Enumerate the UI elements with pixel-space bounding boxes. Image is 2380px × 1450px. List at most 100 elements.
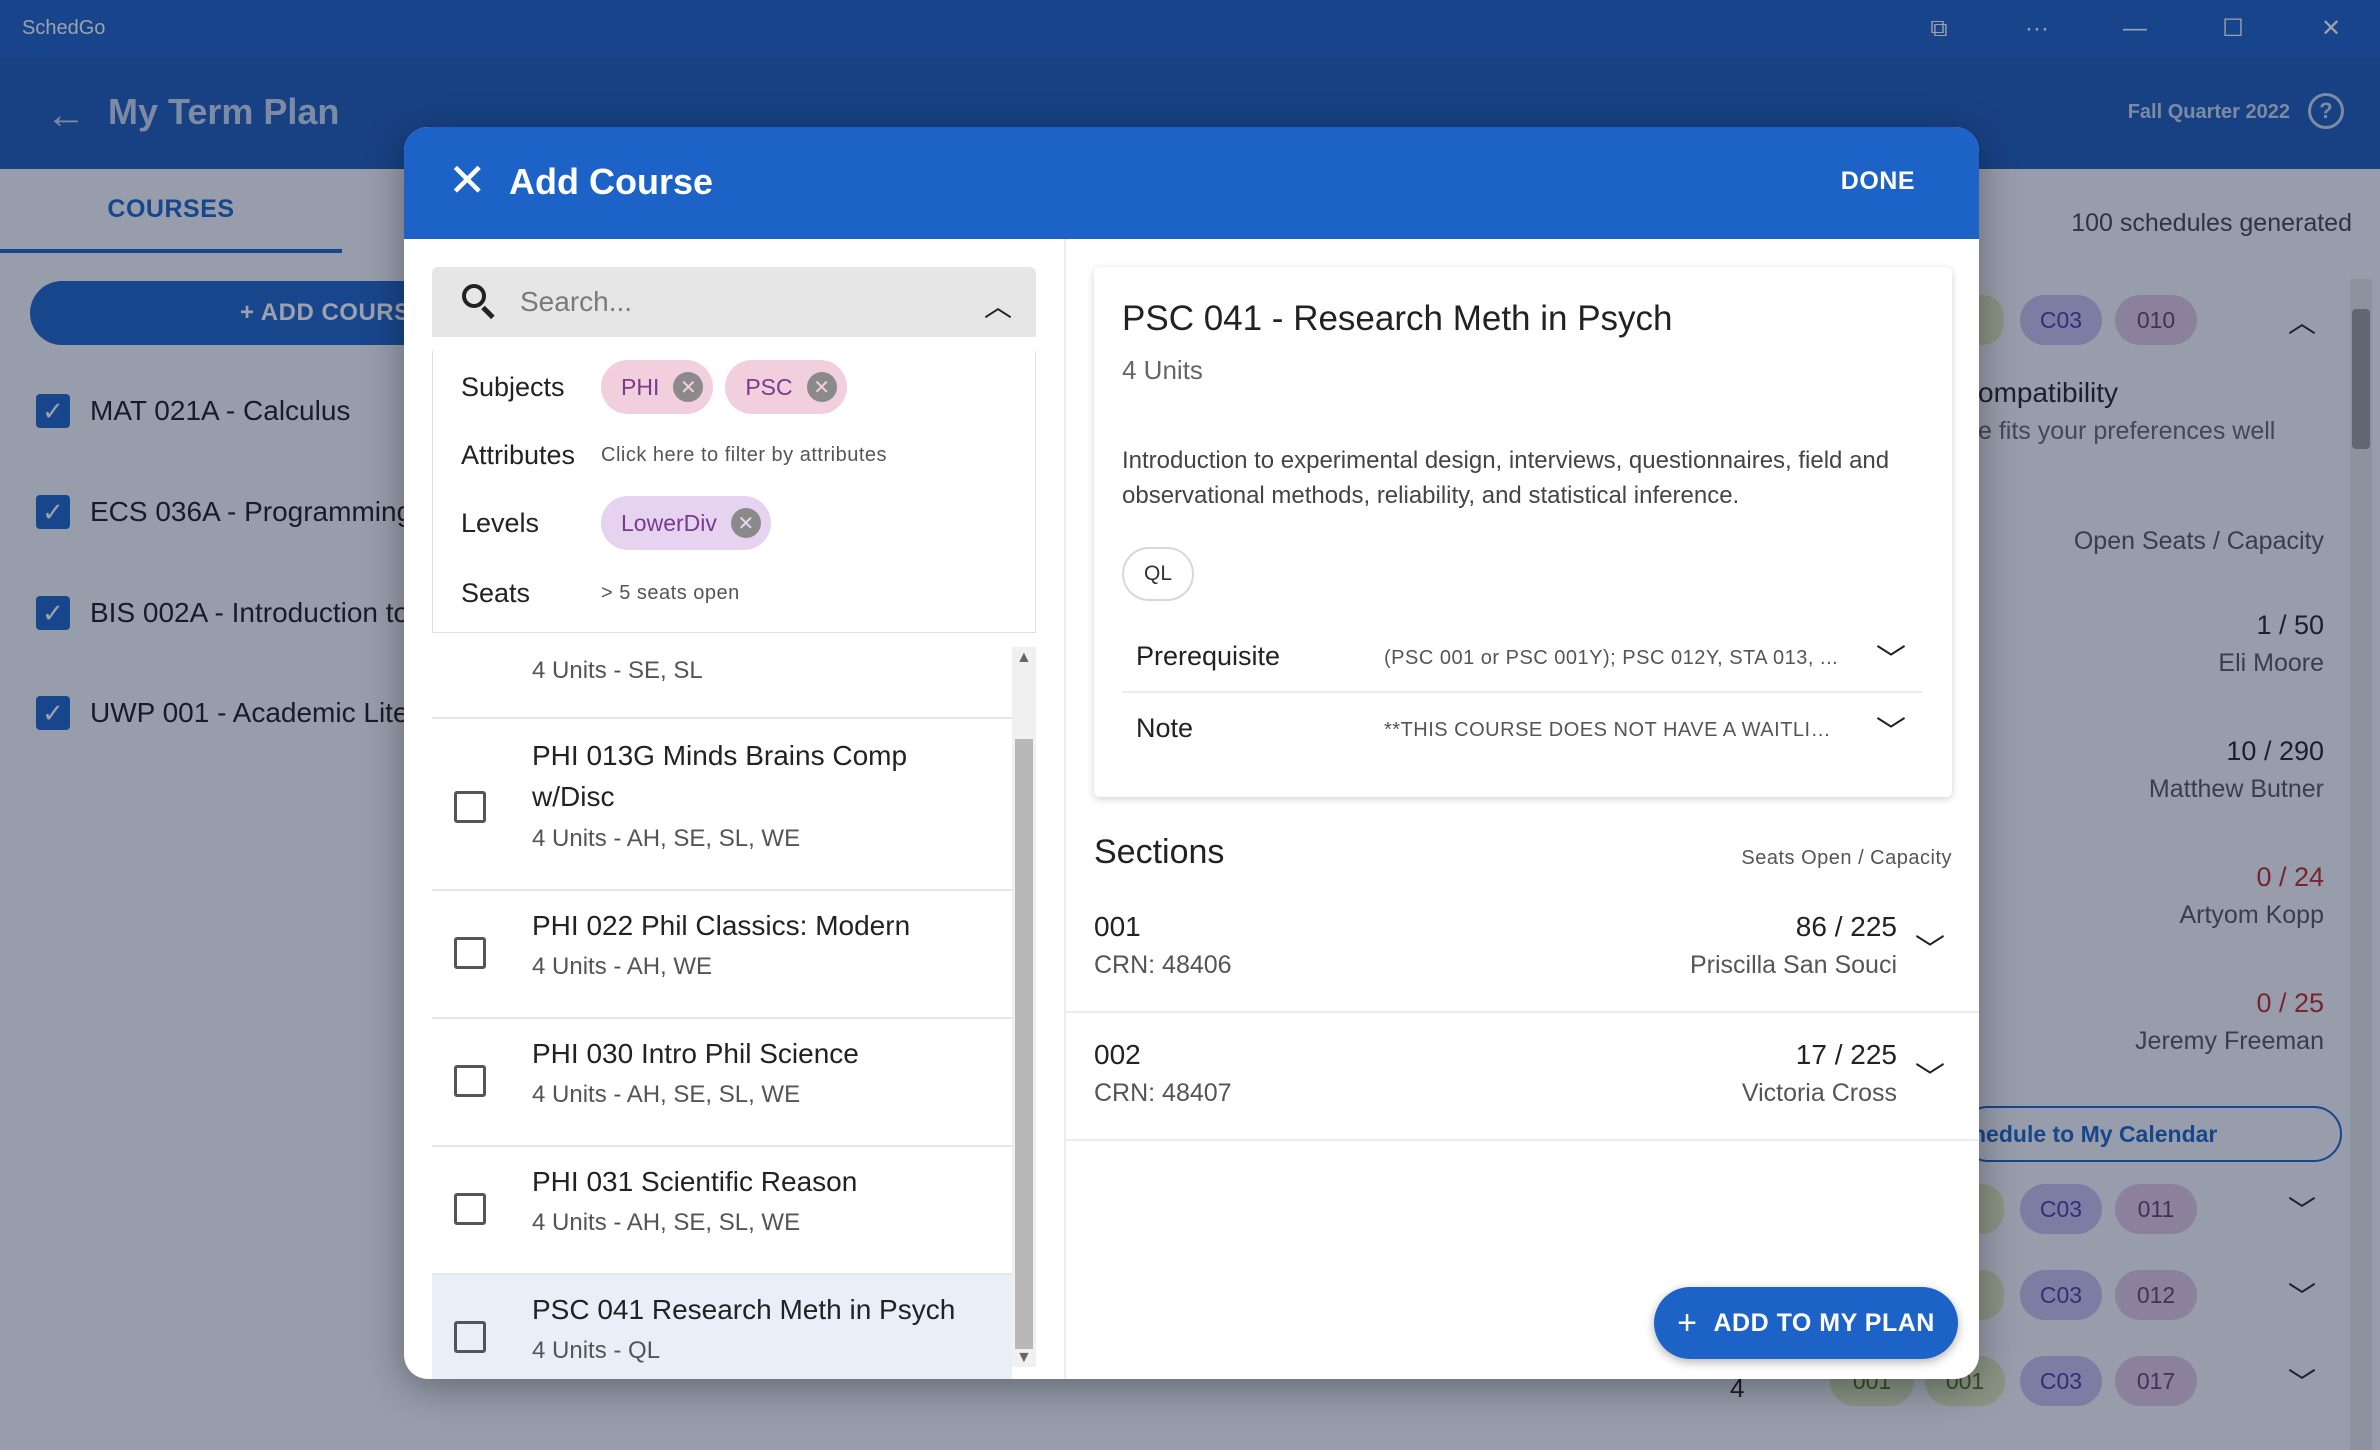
scrollbar-thumb[interactable] xyxy=(1015,739,1033,1349)
subject-chip[interactable]: PSC ✕ xyxy=(725,360,847,414)
chevron-down-icon[interactable]: ﹀ xyxy=(2288,1281,2317,1312)
term-label[interactable]: Fall Quarter 2022 xyxy=(2127,101,2290,123)
course-detail-card: PSC 041 - Research Meth in Psych 4 Units… xyxy=(1094,267,1952,797)
page-title: My Term Plan xyxy=(108,91,340,132)
done-button[interactable]: DONE xyxy=(1840,167,1915,195)
course-item-label: MAT 021A - Calculus xyxy=(90,395,351,426)
filter-label: Levels xyxy=(461,507,540,538)
seat-count: 1 / 50 xyxy=(2256,610,2324,640)
course-units: 4 Units - SE, SL xyxy=(532,657,703,684)
section-crn: CRN: 48406 xyxy=(1094,951,1232,979)
course-item-label: UWP 001 - Academic Lite xyxy=(90,697,409,728)
filter-hint[interactable]: > 5 seats open xyxy=(601,581,740,604)
course-item[interactable]: ✓ BIS 002A - Introduction to xyxy=(36,593,409,633)
page-scrollbar[interactable] xyxy=(2350,279,2372,1450)
section-row[interactable]: 002 CRN: 48407 17 / 225 Victoria Cross ﹀ xyxy=(1066,1015,1979,1141)
chevron-up-icon[interactable]: ︿ xyxy=(983,291,1012,322)
more-options-icon[interactable]: ··· xyxy=(2025,14,2049,42)
seat-count: 0 / 24 xyxy=(2256,862,2324,892)
course-item[interactable]: ✓ UWP 001 - Academic Lite xyxy=(36,693,409,733)
chevron-down-icon[interactable]: ﹀ xyxy=(2288,1367,2317,1398)
filter-label: Attributes xyxy=(461,439,576,470)
section-pill: C03 xyxy=(2020,1356,2102,1406)
list-item[interactable]: PHI 022 Phil Classics: Modern 4 Units - … xyxy=(432,891,1012,1019)
tab-courses[interactable]: COURSES xyxy=(0,169,342,253)
note-row[interactable]: Note **THIS COURSE DOES NOT HAVE A WAITL… xyxy=(1122,695,1922,765)
section-instructor: Priscilla San Souci xyxy=(1689,951,1897,979)
list-item[interactable]: PHI 031 Scientific Reason 4 Units - AH, … xyxy=(432,1147,1012,1275)
list-item[interactable]: PHI 030 Intro Phil Science 4 Units - AH,… xyxy=(432,1019,1012,1147)
close-icon[interactable]: ✕ xyxy=(448,154,487,206)
filter-attributes[interactable]: Attributes Click here to filter by attri… xyxy=(433,425,1037,485)
section-row[interactable]: 001 CRN: 48406 86 / 225 Priscilla San So… xyxy=(1066,887,1979,1013)
compatibility-title: ompatibility xyxy=(1978,377,2119,408)
chevron-down-icon[interactable]: ﹀ xyxy=(1915,1062,1945,1095)
list-scrollbar[interactable]: ▲ ▼ xyxy=(1012,647,1036,1367)
filter-hint[interactable]: Click here to filter by attributes xyxy=(601,443,887,466)
remove-chip-icon[interactable]: ✕ xyxy=(806,372,837,402)
course-units: 4 Units - AH, WE xyxy=(532,953,713,980)
prerequisite-value: (PSC 001 or PSC 001Y); PSC 012Y, STA 013… xyxy=(1384,647,1839,669)
chevron-down-icon[interactable]: ﹀ xyxy=(2288,1195,2317,1226)
checkbox[interactable] xyxy=(454,1065,486,1097)
sections-hint: Seats Open / Capacity xyxy=(1741,847,1952,869)
section-pill: 017 xyxy=(2115,1356,2197,1406)
search-input[interactable] xyxy=(520,286,960,318)
section-instructor: Victoria Cross xyxy=(1741,1079,1897,1107)
back-arrow-icon[interactable]: ← xyxy=(46,93,86,137)
scrollbar-thumb[interactable] xyxy=(2352,309,2370,449)
checkbox[interactable] xyxy=(454,937,486,969)
section-pill: C03 xyxy=(2020,1184,2102,1234)
add-schedule-to-calendar-button[interactable]: hedule to My Calendar xyxy=(1960,1106,2342,1162)
checkbox-checked-icon[interactable]: ✓ xyxy=(36,394,70,428)
checkbox-checked-icon[interactable]: ✓ xyxy=(36,495,70,529)
seat-count: 10 / 290 xyxy=(2226,736,2324,766)
list-item[interactable]: PHI 013G Minds Brains Comp w/Disc 4 Unit… xyxy=(432,721,1012,891)
search-bar[interactable]: ︿ xyxy=(432,267,1036,337)
note-label: Note xyxy=(1136,713,1194,743)
minimize-button[interactable]: — xyxy=(2123,14,2147,42)
chevron-down-icon[interactable]: ﹀ xyxy=(1876,716,1906,749)
chevron-down-icon[interactable]: ﹀ xyxy=(1876,644,1906,677)
prerequisite-row[interactable]: Prerequisite (PSC 001 or PSC 001Y); PSC … xyxy=(1122,623,1922,693)
snap-icon[interactable]: ⧉ xyxy=(1930,14,1948,42)
section-seats: 86 / 225 xyxy=(1795,911,1897,942)
checkbox-checked-icon[interactable]: ✓ xyxy=(36,596,70,630)
list-item[interactable]: PSC 041 Research Meth in Psych 4 Units -… xyxy=(432,1275,1012,1379)
checkbox[interactable] xyxy=(454,1321,486,1353)
instructor-name: Matthew Butner xyxy=(2148,775,2324,803)
add-to-plan-button[interactable]: + ADD TO MY PLAN xyxy=(1654,1287,1958,1359)
chevron-up-icon[interactable]: ︿ xyxy=(2288,307,2317,338)
list-item[interactable]: 4 Units - SE, SL xyxy=(432,647,1012,719)
remove-chip-icon[interactable]: ✕ xyxy=(673,372,704,402)
seat-count: 0 / 25 xyxy=(2256,988,2324,1018)
chip-label: LowerDiv xyxy=(621,509,717,536)
section-pill: C03 xyxy=(2020,295,2102,345)
chevron-down-icon[interactable]: ﹀ xyxy=(1915,934,1945,967)
subject-chip[interactable]: PHI ✕ xyxy=(601,360,714,414)
scroll-up-icon[interactable]: ▲ xyxy=(1016,649,1032,666)
remove-chip-icon[interactable]: ✕ xyxy=(730,508,761,538)
filter-seats[interactable]: Seats > 5 seats open xyxy=(433,563,1037,623)
close-window-button[interactable]: ✕ xyxy=(2320,15,2342,42)
course-units: 4 Units - AH, SE, SL, WE xyxy=(532,1081,801,1108)
prerequisite-label: Prerequisite xyxy=(1136,641,1281,671)
checkbox[interactable] xyxy=(454,1193,486,1225)
app-name: SchedGo xyxy=(22,17,106,39)
section-seats: 17 / 225 xyxy=(1795,1039,1897,1070)
scroll-down-icon[interactable]: ▼ xyxy=(1016,1349,1032,1366)
course-item[interactable]: ✓ MAT 021A - Calculus xyxy=(36,391,350,431)
level-chip[interactable]: LowerDiv ✕ xyxy=(601,496,771,550)
course-item[interactable]: ✓ ECS 036A - Programming xyxy=(36,492,412,532)
checkbox[interactable] xyxy=(454,791,486,823)
course-name: PHI 022 Phil Classics: Modern xyxy=(532,910,911,941)
course-search-pane: ︿ Subjects PHI ✕ PSC ✕ Attributes Click he… xyxy=(404,239,1064,1379)
filter-levels: Levels LowerDiv ✕ xyxy=(433,493,1037,553)
maximize-button[interactable]: ☐ xyxy=(2222,15,2244,42)
checkbox-checked-icon[interactable]: ✓ xyxy=(36,696,70,730)
attribute-chip: QL xyxy=(1122,547,1194,601)
note-value: **THIS COURSE DOES NOT HAVE A WAITLIST..… xyxy=(1384,719,1844,741)
course-units: 4 Units - AH, SE, SL, WE xyxy=(532,825,801,852)
instructor-name: Eli Moore xyxy=(2218,649,2324,677)
help-icon[interactable]: ? xyxy=(2308,93,2344,129)
